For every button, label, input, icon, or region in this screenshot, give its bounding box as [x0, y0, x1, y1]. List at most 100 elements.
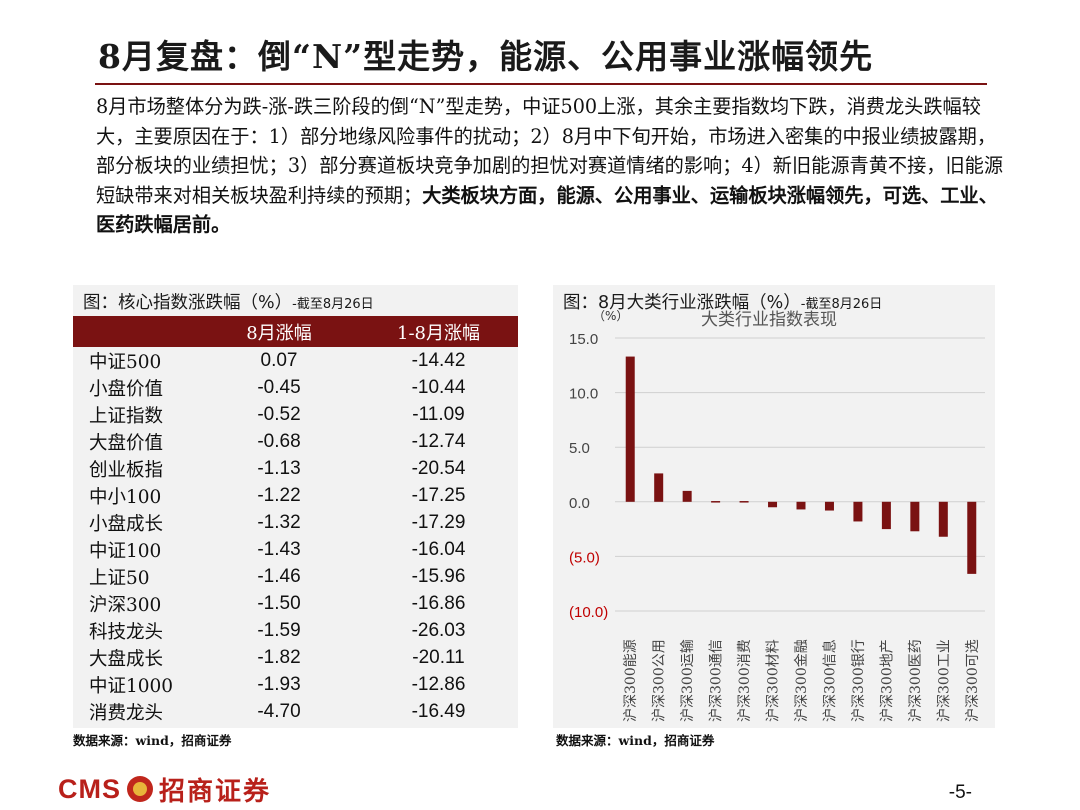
index-table-header: 8月涨幅 1-8月涨幅: [73, 316, 518, 347]
index-table-body: 中证500 0.07 -14.42 小盘价值 -0.45 -10.44 上证指数 -0.52 -…: [73, 347, 518, 725]
cell-ytd: -26.03: [411, 619, 466, 641]
cell-aug: -1.59: [257, 619, 301, 641]
bar: [654, 473, 664, 502]
y-tick-label: 10.0: [569, 386, 598, 403]
x-tick-label: 沪深300公用: [652, 639, 668, 722]
cell-name: 小盘成长: [89, 513, 164, 535]
bar: [682, 490, 692, 502]
cell-aug: -0.68: [257, 430, 301, 452]
logo-cn: 招商证券: [159, 776, 272, 807]
bar: [881, 501, 891, 530]
page-number: -5-: [948, 782, 972, 803]
cell-aug: -1.50: [257, 592, 301, 614]
x-tick-label: 沪深300银行: [851, 639, 867, 722]
cell-aug: -4.70: [257, 700, 301, 722]
table-row: 上证指数 -0.52 -11.09: [73, 401, 518, 428]
summary-paragraph: 8月市场整体分为跌-涨-跌三阶段的倒“N”型走势，中证500上涨，其余主要指数均…: [96, 92, 1008, 240]
cell-name: 上证指数: [89, 405, 164, 427]
x-tick-label: 沪深300可选: [965, 639, 981, 722]
cell-ytd: -16.04: [411, 538, 466, 560]
cell-aug: -1.13: [257, 457, 301, 479]
y-tick-label: 15.0: [569, 331, 598, 348]
cell-ytd: -17.29: [411, 511, 466, 533]
y-tick-label: (5.0): [569, 549, 600, 566]
bar: [938, 501, 948, 537]
x-tick-label: 沪深300通信: [709, 639, 725, 722]
industry-bar-chart: 大类行业指数表现 （%） 15.0 10.0 5.0 0.0 (5.0) (10.0) 沪深30…: [569, 309, 985, 722]
index-table: 8月涨幅 1-8月涨幅 中证500 0.07 -14.42 小盘价值 -0.45 -10.…: [73, 316, 518, 725]
index-caption-sub: -截至8月26日: [292, 297, 374, 312]
cell-ytd: -14.42: [411, 349, 466, 371]
bar: [824, 501, 834, 511]
table-row: 中证1000 -1.93 -12.86: [73, 671, 518, 698]
table-row: 中证500 0.07 -14.42: [73, 347, 518, 374]
table-row: 科技龙头 -1.59 -26.03: [73, 617, 518, 644]
cell-ytd: -16.86: [411, 592, 466, 614]
y-tick-label: (10.0): [569, 604, 608, 621]
cell-name: 中证500: [89, 351, 162, 373]
cell-ytd: -12.86: [411, 673, 466, 695]
header-ytd: 1-8月涨幅: [359, 316, 518, 347]
y-tick-label: 5.0: [569, 440, 590, 457]
cell-name: 中证1000: [89, 675, 174, 697]
right-source: 数据来源：wind，招商证券: [556, 733, 715, 748]
x-tick-label: 沪深300信息: [821, 639, 838, 722]
bar: [739, 501, 749, 503]
x-tick-label: 沪深300工业: [936, 639, 952, 722]
logo-mark-icon: [127, 776, 153, 802]
cell-aug: -0.52: [257, 403, 301, 425]
header-aug: 8月涨幅: [199, 316, 359, 347]
x-tick-label: 沪深300地产: [879, 639, 895, 722]
table-row: 上证50 -1.46 -15.96: [73, 563, 518, 590]
cell-ytd: -10.44: [411, 376, 466, 398]
cell-name: 大盘成长: [89, 648, 164, 670]
chart-title: 大类行业指数表现: [701, 310, 837, 330]
cell-aug: -1.43: [257, 538, 301, 560]
industry-caption-main: 图：8月大类行业涨跌幅（%）: [563, 293, 801, 313]
x-tick-label: 沪深300医药: [908, 639, 924, 722]
x-tick-label: 沪深300运输: [680, 639, 696, 722]
index-table-caption: 图：核心指数涨跌幅（%）-截至8月26日: [83, 289, 374, 314]
cell-name: 小盘价值: [89, 378, 164, 400]
bar: [711, 501, 721, 503]
cell-aug: -1.22: [257, 484, 301, 506]
cell-name: 上证50: [89, 567, 150, 589]
cell-ytd: -17.25: [411, 484, 466, 506]
cell-name: 中小100: [89, 486, 162, 508]
cell-aug: -1.32: [257, 511, 301, 533]
cell-aug: -1.46: [257, 565, 301, 587]
index-caption-main: 图：核心指数涨跌幅（%）: [83, 293, 293, 313]
title-divider: [95, 83, 987, 85]
cell-ytd: -11.09: [412, 403, 465, 425]
cell-ytd: -15.96: [411, 565, 466, 587]
cell-name: 中证100: [89, 540, 162, 562]
cell-name: 大盘价值: [89, 432, 164, 454]
table-row: 小盘成长 -1.32 -17.29: [73, 509, 518, 536]
cell-name: 创业板指: [89, 459, 164, 481]
header-name: [73, 316, 199, 347]
table-row: 大盘价值 -0.68 -12.74: [73, 428, 518, 455]
bar: [853, 501, 863, 522]
y-tick-label: 0.0: [569, 495, 590, 512]
bar: [768, 501, 778, 508]
table-row: 创业板指 -1.13 -20.54: [73, 455, 518, 482]
industry-chart-panel: 图：8月大类行业涨跌幅（%）-截至8月26日 大类行业指数表现 （%） 15.0 10…: [553, 285, 995, 728]
x-tick-label: 沪深300能源: [623, 639, 639, 722]
cell-aug: -0.45: [257, 376, 301, 398]
cell-aug: -1.93: [257, 673, 301, 695]
table-row: 小盘价值 -0.45 -10.44: [73, 374, 518, 401]
left-source: 数据来源：wind，招商证券: [73, 733, 232, 748]
cell-name: 消费龙头: [89, 702, 164, 724]
index-table-panel: 图：核心指数涨跌幅（%）-截至8月26日 8月涨幅 1-8月涨幅 中证500 0.…: [73, 285, 518, 728]
y-axis-unit: （%）: [593, 309, 628, 323]
table-row: 大盘成长 -1.82 -20.11: [73, 644, 518, 671]
bar: [796, 501, 806, 510]
bar: [625, 356, 635, 502]
x-tick-label: 沪深300消费: [737, 639, 753, 722]
cms-logo: CMS 招商证券: [58, 772, 272, 807]
cell-ytd: -12.74: [411, 430, 466, 452]
table-row: 中证100 -1.43 -16.04: [73, 536, 518, 563]
summary-highlight: 大类板块方面，能源、公用事业、运输板块涨幅领先，可选、工业、医药跌幅居前。: [96, 183, 998, 237]
industry-chart-caption: 图：8月大类行业涨跌幅（%）-截至8月26日: [563, 289, 882, 314]
cell-ytd: -20.11: [412, 646, 465, 668]
